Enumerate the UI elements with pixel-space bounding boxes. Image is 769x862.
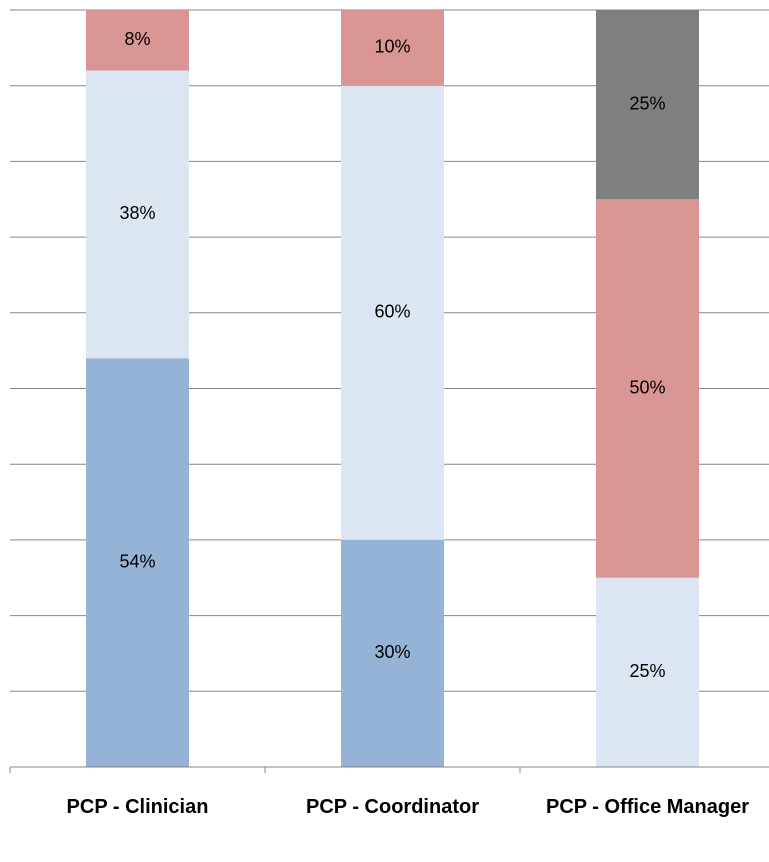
bar-segment <box>341 85 444 540</box>
x-tick-label: PCP - Office Manager <box>545 796 750 818</box>
bar-segment <box>596 577 699 767</box>
bar-segment <box>86 70 189 359</box>
data-label: 30% <box>374 642 410 662</box>
data-label: 50% <box>629 377 665 397</box>
x-tick-label: PCP - Clinician <box>66 796 209 818</box>
bar-segment <box>596 199 699 578</box>
data-label: 10% <box>374 37 410 57</box>
data-label: 25% <box>629 93 665 113</box>
data-label: 54% <box>119 551 155 571</box>
bar-segment <box>596 10 699 200</box>
bar-segment <box>86 358 189 767</box>
bar-segment <box>86 10 189 71</box>
bar-segment <box>341 539 444 767</box>
x-tick-label: PCP - Coordinator <box>306 796 479 818</box>
data-label: 8% <box>124 29 150 49</box>
bar-segment <box>341 10 444 86</box>
data-label: 38% <box>119 203 155 223</box>
data-label: 25% <box>629 661 665 681</box>
data-label: 60% <box>374 302 410 322</box>
